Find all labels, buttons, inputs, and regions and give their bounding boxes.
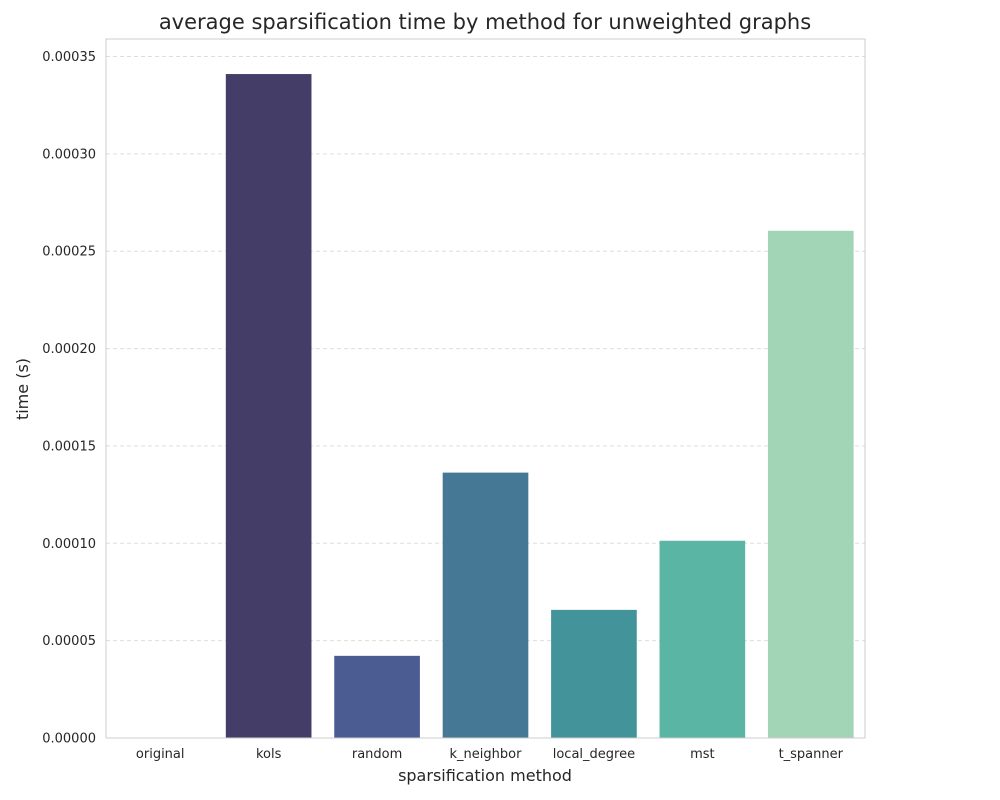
x-tick-labels: original kols random k_neighbor local_degree… [136, 747, 844, 762]
bar-t-spanner [767, 230, 854, 738]
y-tick-label: 0.00005 [42, 634, 96, 649]
y-tick-label: 0.00015 [42, 439, 96, 454]
x-tick-label: mst [690, 747, 715, 762]
x-tick-label: original [136, 747, 185, 762]
y-tick-label: 0.00000 [42, 732, 96, 747]
x-tick-label: t_spanner [779, 747, 844, 762]
plot-frame [105, 38, 866, 739]
x-tick-label: local_degree [553, 747, 635, 762]
bar-local-degree [551, 609, 637, 738]
y-tick-label: 0.00030 [42, 147, 96, 162]
x-tick-label: random [352, 747, 402, 762]
chart-title: average sparsification time by method fo… [158, 10, 812, 34]
x-tick-label: k_neighbor [450, 747, 523, 762]
bar-mst [659, 540, 746, 738]
y-tick-labels: 0.00000 0.00005 0.00010 0.00015 0.00020 0.000… [42, 50, 96, 746]
y-axis-label: time (s) [13, 358, 32, 420]
bar-kols [225, 74, 312, 738]
bars [225, 74, 854, 738]
x-tick-label: kols [256, 747, 282, 762]
y-tick-label: 0.00010 [42, 537, 96, 552]
bar-k-neighbor [442, 472, 529, 738]
y-tick-label: 0.00020 [42, 342, 96, 357]
bar-random [334, 655, 420, 738]
x-axis-label: sparsification method [398, 766, 572, 785]
y-tick-label: 0.00025 [42, 245, 96, 260]
y-tick-label: 0.00035 [42, 50, 96, 65]
